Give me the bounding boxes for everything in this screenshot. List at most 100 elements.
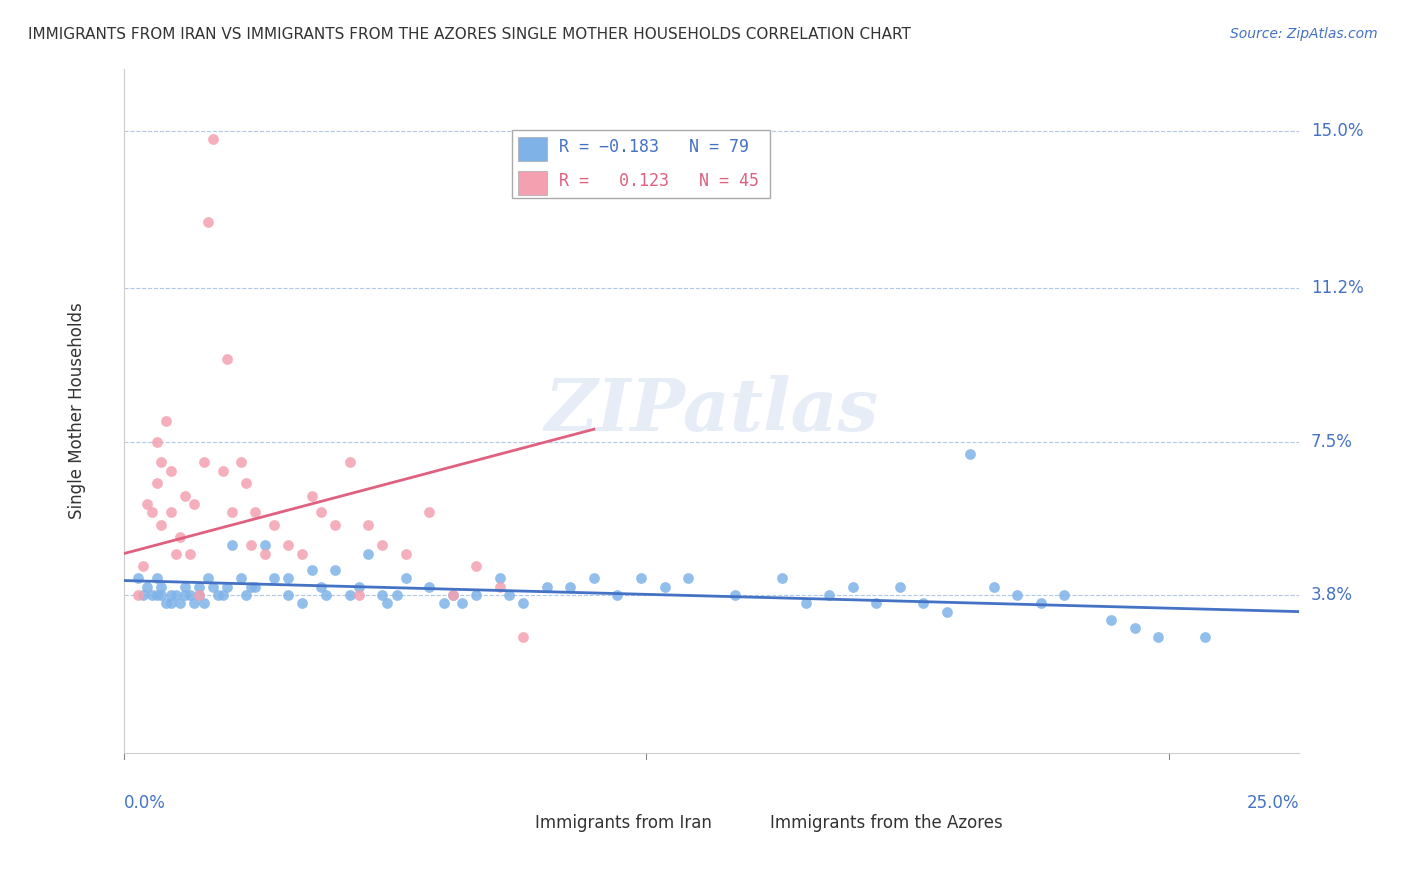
Point [395,571,418,585]
Point [211,588,233,602]
Point [169,530,191,544]
Point [202,132,225,146]
Point [451,596,474,610]
Point [188,580,211,594]
Point [169,596,191,610]
Point [1029,596,1052,610]
Point [1147,630,1170,644]
Point [654,580,676,594]
Point [959,447,981,461]
Point [160,505,183,519]
Point [165,547,187,561]
Point [136,580,159,594]
Point [560,580,582,594]
Point [371,538,394,552]
Point [277,588,299,602]
Point [1053,588,1076,602]
Point [239,580,262,594]
Point [141,588,163,602]
Point [193,596,215,610]
Point [441,588,464,602]
Point [512,630,534,644]
Point [818,588,841,602]
Point [465,559,488,574]
Point [465,588,488,602]
Point [347,580,370,594]
Point [221,538,243,552]
Point [155,596,177,610]
Point [211,464,233,478]
Point [160,596,183,610]
Point [150,517,173,532]
Point [418,580,440,594]
Point [311,580,333,594]
Point [235,588,257,602]
Text: Source: ZipAtlas.com: Source: ZipAtlas.com [1230,27,1378,41]
Point [325,563,347,577]
Point [136,497,159,511]
FancyBboxPatch shape [517,137,547,161]
Point [263,517,285,532]
Point [582,571,605,585]
Point [160,464,183,478]
Text: 15.0%: 15.0% [1310,121,1364,140]
Point [606,588,628,602]
Point [489,580,512,594]
Point [432,596,454,610]
Point [179,547,201,561]
Point [339,588,361,602]
Text: Single Mother Households: Single Mother Households [67,302,86,519]
Point [1099,613,1122,627]
Point [217,351,239,366]
Point [150,455,173,469]
Point [676,571,699,585]
Point [239,538,262,552]
FancyBboxPatch shape [501,790,523,818]
Point [311,505,333,519]
Point [339,455,361,469]
Point [193,455,215,469]
Point [202,580,225,594]
Point [127,588,149,602]
Point [395,547,418,561]
Text: 11.2%: 11.2% [1310,279,1364,297]
Point [512,596,534,610]
Point [231,571,253,585]
Point [889,580,911,594]
Point [165,588,187,602]
Text: IMMIGRANTS FROM IRAN VS IMMIGRANTS FROM THE AZORES SINGLE MOTHER HOUSEHOLDS CORR: IMMIGRANTS FROM IRAN VS IMMIGRANTS FROM … [28,27,911,42]
Point [489,571,512,585]
Point [277,538,299,552]
Point [385,588,408,602]
Point [188,588,211,602]
Point [841,580,863,594]
Text: 3.8%: 3.8% [1310,586,1353,604]
Point [245,580,267,594]
Point [235,476,257,491]
Point [536,580,558,594]
Point [131,588,153,602]
Point [1005,588,1028,602]
Point [418,505,440,519]
Point [131,559,153,574]
Point [263,571,285,585]
Point [371,588,394,602]
Point [291,596,314,610]
Point [315,588,337,602]
Point [160,588,183,602]
Point [145,476,167,491]
FancyBboxPatch shape [512,130,770,199]
Point [197,571,219,585]
Point [183,497,205,511]
Point [174,489,197,503]
Point [441,588,464,602]
Point [301,563,323,577]
Text: 0.0%: 0.0% [124,794,166,812]
Point [301,489,323,503]
Point [217,580,239,594]
Point [912,596,935,610]
Point [865,596,887,610]
Point [141,505,163,519]
Point [245,505,267,519]
Point [325,517,347,532]
